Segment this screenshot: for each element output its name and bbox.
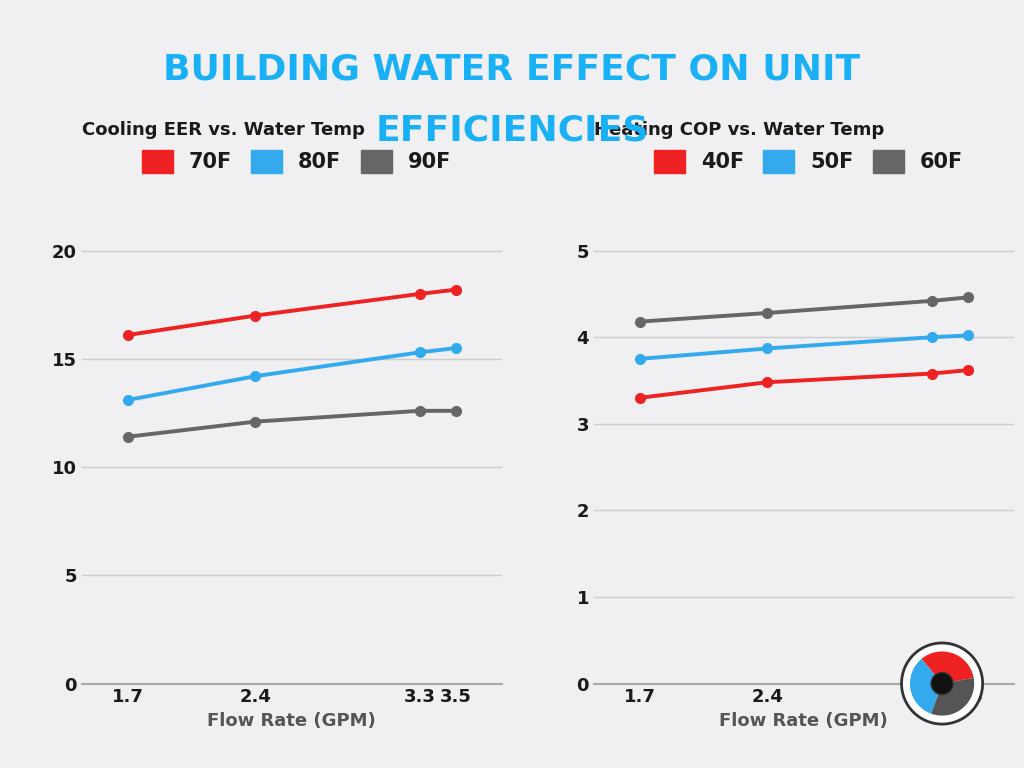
Text: Cooling EER vs. Water Temp: Cooling EER vs. Water Temp [82, 121, 365, 139]
X-axis label: Flow Rate (GPM): Flow Rate (GPM) [720, 712, 888, 730]
Legend: 70F, 80F, 90F: 70F, 80F, 90F [142, 151, 451, 173]
Circle shape [931, 673, 953, 694]
Wedge shape [910, 659, 942, 713]
Wedge shape [931, 678, 974, 716]
Text: Heating COP vs. Water Temp: Heating COP vs. Water Temp [594, 121, 884, 139]
Text: EFFICIENCIES: EFFICIENCIES [375, 114, 649, 147]
Text: BUILDING WATER EFFECT ON UNIT: BUILDING WATER EFFECT ON UNIT [164, 52, 860, 86]
Legend: 40F, 50F, 60F: 40F, 50F, 60F [654, 151, 963, 173]
X-axis label: Flow Rate (GPM): Flow Rate (GPM) [208, 712, 376, 730]
Wedge shape [922, 651, 974, 684]
Circle shape [901, 643, 983, 724]
